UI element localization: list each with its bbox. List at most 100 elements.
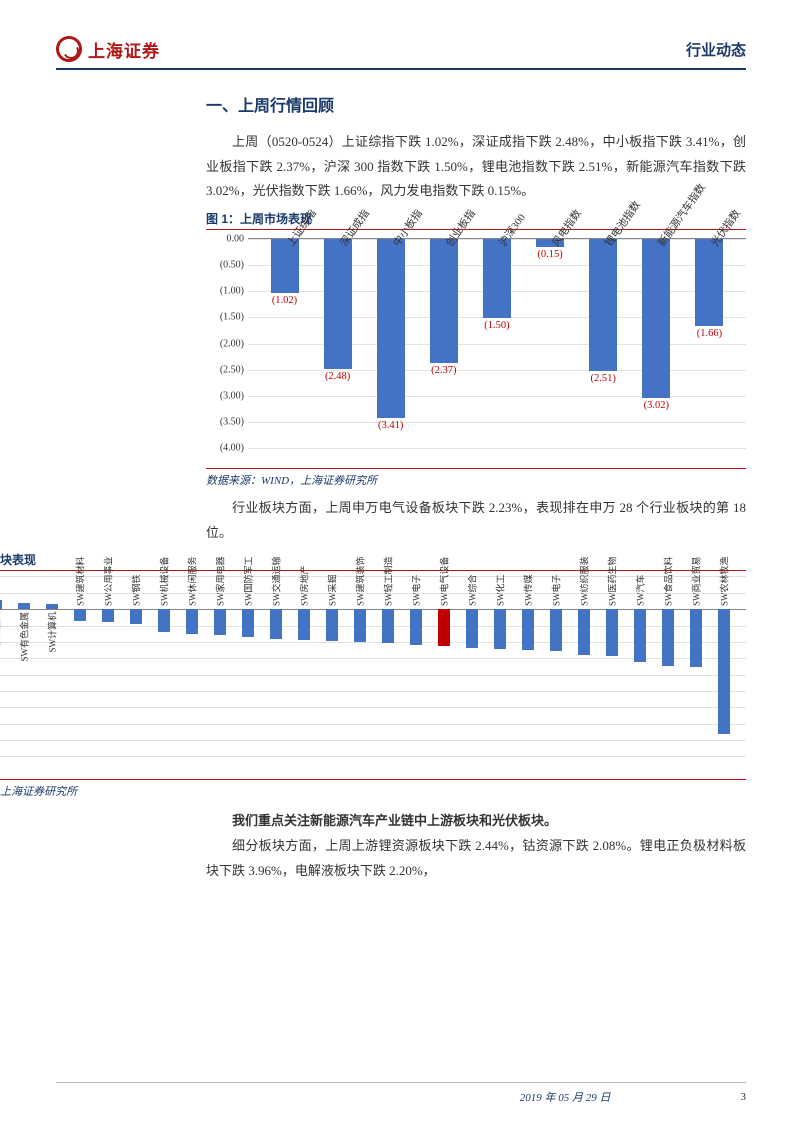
- chart1-ytick-label: (1.00): [220, 286, 244, 297]
- chart2-category-label: SW医药生物: [606, 557, 619, 607]
- chart2-category-label: SW建筑材料: [74, 557, 87, 607]
- chart2-category-label: SW休闲服务: [186, 557, 199, 607]
- chart2-category-label: SW电气设备: [438, 557, 451, 607]
- chart1-bar-group: 沪深300(1.50): [470, 239, 523, 448]
- chart2-bar: [354, 609, 366, 642]
- chart2-bar: [130, 609, 142, 624]
- paragraph-1: 上周（0520-0524）上证综指下跌 1.02%，深证成指下跌 2.48%，中…: [206, 130, 746, 204]
- chart1-bar: [430, 239, 458, 363]
- chart2-bar: [438, 609, 450, 645]
- page-footer: 2019 年 05 月 29 日 3: [56, 1082, 746, 1105]
- chart2-category-label: SW交通运输: [270, 557, 283, 607]
- chart1-ytick-label: (2.00): [220, 338, 244, 349]
- chart2-category-label: SW家用电器: [214, 557, 227, 607]
- chart2-category-label: SW综合: [466, 575, 479, 607]
- content-2: 我们重点关注新能源汽车产业链中上游板块和光伏板块。 细分板块方面，上周上游锂资源…: [56, 809, 746, 883]
- chart1-bar-group: 锂电池指数(2.51): [577, 239, 630, 448]
- chart2-category-label: SW房地产: [298, 566, 311, 607]
- chart1-bar: [324, 239, 352, 369]
- chart1-bar: [483, 239, 511, 318]
- chart2-bar: [186, 609, 198, 634]
- chart2-plot: 2.001.000.00(1.00)(2.00)(3.00)(4.00)(5.0…: [0, 576, 746, 756]
- chart2-bar: [606, 609, 618, 656]
- chart2-source: 数据来源：WIND，上海证券研究所: [0, 779, 746, 799]
- footer-page-number: 3: [741, 1091, 747, 1103]
- chart2-gridline: [0, 675, 746, 676]
- chart2-category-label: SW计算机: [46, 612, 59, 653]
- chart1-bar: [377, 239, 405, 418]
- section-title: 一、上周行情回顾: [206, 92, 746, 116]
- chart2-gridline: [0, 740, 746, 741]
- chart2-category-label: SW机械设备: [158, 557, 171, 607]
- paragraph-4: 细分板块方面，上周上游锂资源板块下跌 2.44%，钴资源下跌 2.08%。锂电正…: [206, 834, 746, 883]
- chart2-category-label: SW电子: [550, 575, 563, 607]
- chart1-value-label: (3.02): [644, 400, 669, 411]
- chart2-bar: [662, 609, 674, 666]
- chart2-category-label: SW汽车: [634, 575, 647, 607]
- chart2-bar: [550, 609, 562, 651]
- chart1-value-label: (1.50): [484, 320, 509, 331]
- paragraph-2: 行业板块方面，上周申万电气设备板块下跌 2.23%，表现排在申万 28 个行业板…: [206, 496, 746, 545]
- chart2-bar: [214, 609, 226, 634]
- chart1-bar: [642, 239, 670, 398]
- chart2: 2.001.000.00(1.00)(2.00)(3.00)(4.00)(5.0…: [0, 575, 746, 775]
- chart2-bar: [410, 609, 422, 645]
- chart1-ytick-label: (0.50): [220, 260, 244, 271]
- chart2-bar: [18, 603, 30, 610]
- chart1-ytick-label: (3.00): [220, 390, 244, 401]
- header-category: 行业动态: [686, 39, 746, 60]
- chart1: 0.00(0.50)(1.00)(1.50)(2.00)(2.50)(3.00)…: [206, 234, 746, 464]
- main-content: 一、上周行情回顾 上周（0520-0524）上证综指下跌 1.02%，深证成指下…: [56, 92, 746, 545]
- chart1-ytick-label: (1.50): [220, 312, 244, 323]
- chart1-bar: [695, 239, 723, 326]
- chart1-bar-group: 创业板指(2.37): [417, 239, 470, 448]
- chart1-value-label: (3.41): [378, 420, 403, 431]
- chart2-category-label: SW农林牧渔: [718, 557, 731, 607]
- chart1-bar-group: 中小板指(3.41): [364, 239, 417, 448]
- chart2-bar: [270, 609, 282, 638]
- chart2-bar: [0, 600, 2, 609]
- chart2-bar: [466, 609, 478, 648]
- chart1-source: 数据来源：WIND，上海证券研究所: [206, 468, 746, 488]
- logo: 上海证券: [56, 36, 160, 62]
- chart2-bar: [46, 604, 58, 609]
- chart2-gridline: [0, 691, 746, 692]
- chart2-bar: [74, 609, 86, 620]
- chart2-category-label: SW公用事业: [102, 557, 115, 607]
- chart2-bar: [494, 609, 506, 649]
- chart1-bar-group: 风电指数(0.15): [524, 239, 577, 448]
- chart1-bar-group: 新能源汽车指数(3.02): [630, 239, 683, 448]
- chart2-bar: [382, 609, 394, 643]
- chart2-bar: [634, 609, 646, 661]
- chart1-bar: [589, 239, 617, 371]
- chart2-gridline: [0, 756, 746, 757]
- chart2-category-label: SW化工: [494, 575, 507, 607]
- chart1-value-label: (2.51): [591, 373, 616, 384]
- chart1-value-label: (2.37): [431, 365, 456, 376]
- chart1-bar-group: 上证综指(1.02): [258, 239, 311, 448]
- chart2-bar: [298, 609, 310, 640]
- chart1-value-label: (2.48): [325, 371, 350, 382]
- chart2-category-label: SW电子: [410, 575, 423, 607]
- chart2-bar: [578, 609, 590, 655]
- chart1-gridline: [248, 448, 746, 449]
- chart2-category-label: SW国防军工: [242, 557, 255, 607]
- page: 上海证券 行业动态 一、上周行情回顾 上周（0520-0524）上证综指下跌 1…: [0, 0, 802, 1133]
- chart2-category-label: SW非银金融: [0, 612, 3, 662]
- chart2-gridline: [0, 724, 746, 725]
- logo-text: 上海证券: [88, 37, 160, 62]
- chart2-category-label: SW有色金属: [18, 612, 31, 662]
- chart2-bar: [718, 609, 730, 733]
- chart1-value-label: (1.66): [697, 328, 722, 339]
- footer-date: 2019 年 05 月 29 日: [520, 1089, 611, 1105]
- chart2-section: 图 2：申万行业板块表现 2.001.000.00(1.00)(2.00)(3.…: [0, 551, 746, 799]
- chart1-value-label: (1.02): [272, 295, 297, 306]
- chart2-bar: [158, 609, 170, 632]
- chart1-bar-group: 深证成指(2.48): [311, 239, 364, 448]
- chart1-ytick-label: (2.50): [220, 364, 244, 375]
- chart2-category-label: SW轻工制造: [382, 557, 395, 607]
- chart2-bar: [522, 609, 534, 650]
- chart2-category-label: SW食品饮料: [662, 557, 675, 607]
- paragraph-3-bold: 我们重点关注新能源汽车产业链中上游板块和光伏板块。: [206, 809, 746, 834]
- chart2-category-label: SW钢铁: [130, 575, 143, 607]
